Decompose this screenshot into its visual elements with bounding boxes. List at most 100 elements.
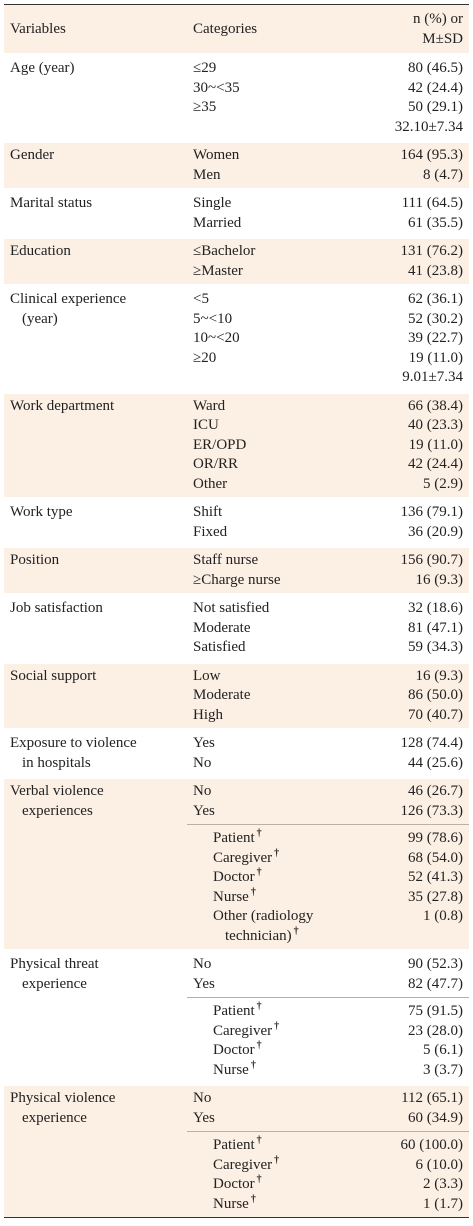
category-text: Yes	[193, 802, 215, 819]
sub-category-text: Doctor	[213, 1176, 255, 1192]
sub-category: Nurse †	[193, 886, 353, 908]
value-text: 52 (41.3)	[408, 869, 463, 885]
value-text: 60 (34.9)	[408, 1109, 463, 1126]
category-text: Satisfied	[193, 639, 246, 655]
table-row: Clinical experience (year) <5 5~<10 10~<20 ≥2…	[4, 284, 469, 392]
category-cell: No Yes Patient † Caregiver † Doctor † Nurse †	[187, 1083, 359, 1218]
value-text: 3 (3.7)	[423, 1061, 463, 1078]
category-text: ER/OPD	[193, 436, 247, 453]
category-text: Men	[193, 166, 221, 183]
value-text: 81 (47.1)	[408, 619, 463, 636]
value-cell: 131 (76.2) 41 (23.8)	[359, 236, 469, 286]
value-text: 136 (79.1)	[400, 504, 464, 520]
value-text: 46 (26.7)	[408, 783, 463, 799]
value-text: 164 (95.3)	[400, 147, 464, 163]
category-text: ≥20	[193, 349, 217, 366]
table-row: Position Staff nurse ≥Charge nurse 156 (90.…	[4, 545, 469, 595]
value-cell: 156 (90.7) 16 (9.3)	[359, 545, 469, 595]
variable-cell: Social support	[4, 660, 187, 730]
category-text: 5~<10	[193, 310, 233, 327]
value-text: 62 (36.1)	[408, 291, 463, 307]
table-row: Education ≤Bachelor ≥Master 131 (76.2) 41 (2…	[4, 236, 469, 286]
footnote-mark: †	[256, 1001, 262, 1012]
category-cell: No Yes Patient † Caregiver † Doctor † Nurse † Othe…	[187, 776, 359, 951]
category-text: ≤29	[193, 60, 217, 76]
variable-cell: Clinical experience (year)	[4, 284, 187, 392]
sub-category: Caregiver †	[193, 1155, 353, 1176]
value-text: 60 (100.0)	[400, 1137, 464, 1153]
value-text: 32.10±7.34	[394, 118, 463, 135]
sub-category-text: Patient	[213, 830, 255, 846]
category-cell: Shift Fixed	[187, 497, 359, 547]
category-text: ≥35	[193, 99, 217, 115]
variable-cell: Physical violence experience	[4, 1083, 187, 1218]
table-row: Physical threat experience No Yes Patient † Ca…	[4, 949, 469, 1085]
footnote-mark: †	[256, 1040, 262, 1051]
table-row: Work department Ward ICU ER/OPD OR/RR Other 66…	[4, 390, 469, 499]
sub-category: Patient †	[193, 1136, 353, 1156]
value-text: 131 (76.2)	[400, 243, 464, 259]
category-text: Ward	[193, 397, 226, 414]
category-text: OR/RR	[193, 456, 239, 472]
sub-category: Doctor †	[193, 1041, 353, 1061]
value-text: 35 (27.8)	[408, 888, 463, 905]
value-cell: 164 (95.3) 8 (4.7)	[359, 140, 469, 190]
category-text: No	[193, 783, 212, 799]
variable-cell: Job satisfaction	[4, 593, 187, 662]
sub-category: Patient †	[193, 1002, 353, 1022]
sub-category: Caregiver †	[193, 848, 353, 869]
variable-text: Physical violence	[10, 1090, 116, 1106]
variable-text: Marital status	[10, 195, 93, 211]
category-text: ICU	[193, 417, 219, 433]
footnote-mark: †	[274, 1020, 280, 1032]
variable-text: Gender	[10, 147, 55, 163]
header-text: n (%) or	[413, 11, 463, 27]
variable-text: Verbal violence	[10, 783, 104, 799]
value-text: 5 (6.1)	[423, 1042, 463, 1058]
sub-block: Patient † Caregiver † Doctor † Nurse †	[187, 1131, 359, 1214]
sub-category-text: Caregiver	[213, 849, 273, 866]
header-row: Variables Categories n (%) or M±SD	[4, 4, 469, 55]
value-text: 42 (24.4)	[408, 456, 463, 472]
sub-block: Patient † Caregiver † Doctor † Nurse †	[187, 997, 359, 1080]
category-cell: Women Men	[187, 140, 359, 190]
sub-category: Nurse †	[193, 1060, 353, 1081]
category-text: Shift	[193, 504, 223, 520]
sub-category: Doctor †	[193, 1175, 353, 1195]
value-cell: 128 (74.4) 44 (25.6)	[359, 728, 469, 778]
value-text: 8 (4.7)	[423, 166, 463, 183]
value-text: 90 (52.3)	[408, 956, 463, 972]
category-text: Yes	[193, 1109, 215, 1126]
header-cell: Variables	[4, 4, 187, 55]
header-text: Categories	[193, 21, 258, 37]
variable-cell: Work department	[4, 390, 187, 499]
variable-cell: Marital status	[4, 188, 187, 238]
footnote-mark: †	[250, 886, 256, 898]
category-text: Staff nurse	[193, 552, 259, 568]
sub-category: technician) †	[193, 926, 353, 947]
value-text: 112 (65.1)	[401, 1090, 463, 1106]
variable-text: Clinical experience	[10, 291, 127, 307]
category-text: High	[193, 706, 223, 723]
table-row: Verbal violence experiences No Yes Patient † C…	[4, 776, 469, 951]
variable-text: (year)	[22, 310, 58, 327]
value-text: 128 (74.4)	[400, 735, 464, 751]
category-cell: Low Moderate High	[187, 660, 359, 730]
variable-text: Education	[10, 243, 71, 259]
sub-category-text: Doctor	[213, 869, 255, 885]
value-text: 39 (22.7)	[408, 330, 463, 346]
value-text: 61 (35.5)	[408, 214, 463, 231]
category-text: Fixed	[193, 523, 228, 540]
category-text: ≤Bachelor	[193, 243, 256, 259]
value-text: 1 (0.8)	[423, 908, 463, 924]
value-text: 1 (1.7)	[423, 1195, 463, 1212]
category-text: No	[193, 956, 212, 972]
sub-category: Caregiver †	[193, 1020, 353, 1042]
value-cell: 80 (46.5) 42 (24.4) 50 (29.1) 32.10±7.34	[359, 53, 469, 142]
value-text: 42 (24.4)	[408, 79, 463, 96]
category-text: Not satisfied	[193, 600, 270, 616]
value-cell: 136 (79.1) 36 (20.9)	[359, 497, 469, 547]
table-row: Physical violence experience No Yes Patient †…	[4, 1083, 469, 1218]
table-row: Social support Low Moderate High 16 (9.3) 86 …	[4, 660, 469, 730]
value-cell: 90 (52.3) 82 (47.7) 75 (91.5) 23 (28.0) 5 (6…	[359, 949, 469, 1085]
